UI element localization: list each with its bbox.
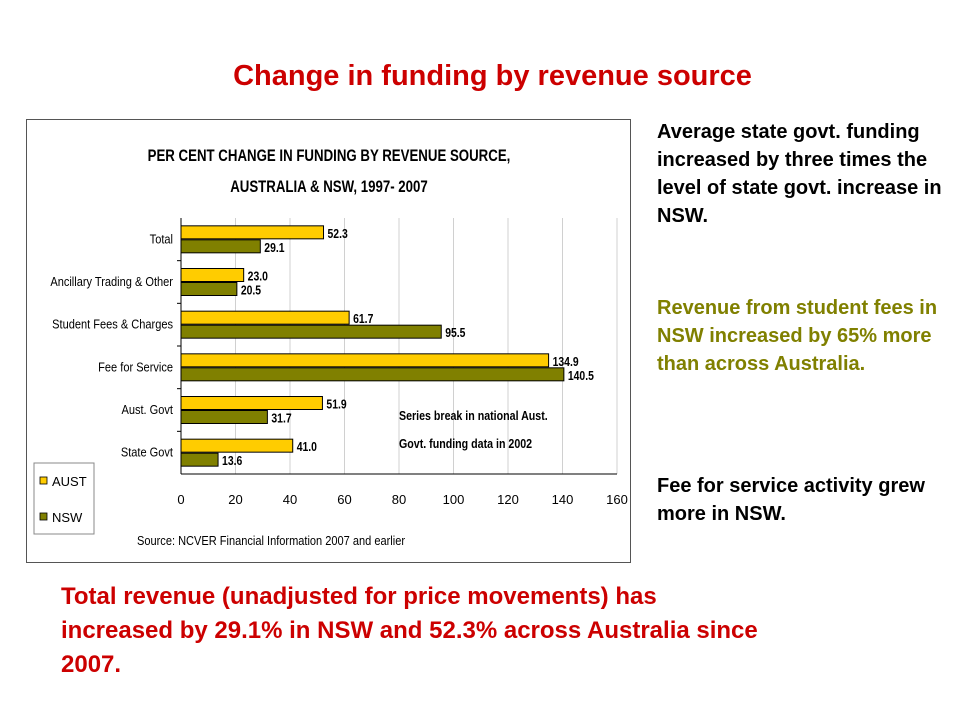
bar-nsw bbox=[180, 282, 238, 296]
summary-text: Total revenue (unadjusted for price move… bbox=[61, 583, 758, 678]
data-label-aust: 23.0 bbox=[248, 269, 269, 283]
data-label-aust: 61.7 bbox=[353, 312, 374, 326]
y-category-label: Ancillary Trading & Other bbox=[50, 274, 173, 289]
x-tick-label: 100 bbox=[443, 492, 465, 507]
chart-annotation-line-1: Series break in national Aust. bbox=[399, 408, 548, 423]
note-student-fees: Revenue from student fees in NSW increas… bbox=[657, 297, 938, 375]
data-label-nsw: 95.5 bbox=[445, 326, 466, 340]
chart-source: Source: NCVER Financial Information 2007… bbox=[137, 533, 405, 548]
chart-subtitle: AUSTRALIA & NSW, 1997- 2007 bbox=[230, 178, 428, 197]
chart-legend: AUST NSW bbox=[33, 462, 95, 535]
legend-label-nsw: NSW bbox=[52, 510, 83, 525]
x-tick-label: 160 bbox=[606, 492, 628, 507]
y-category-label: Total bbox=[150, 231, 173, 246]
bar-chart: PER CENT CHANGE IN FUNDING BY REVENUE SO… bbox=[33, 147, 628, 548]
chart-container: PER CENT CHANGE IN FUNDING BY REVENUE SO… bbox=[26, 119, 631, 563]
bar-aust bbox=[180, 438, 294, 453]
bar-nsw bbox=[180, 452, 219, 467]
y-category-label: State Govt bbox=[121, 445, 174, 460]
bar-nsw bbox=[180, 367, 565, 382]
note-state-govt-funding: Average state govt. funding increased by… bbox=[657, 121, 942, 227]
data-label-aust: 41.0 bbox=[297, 440, 318, 454]
legend-label-aust: AUST bbox=[52, 474, 87, 489]
bar-aust bbox=[180, 310, 350, 325]
bar-aust bbox=[180, 268, 245, 282]
x-tick-label: 20 bbox=[228, 492, 242, 507]
data-label-nsw: 13.6 bbox=[222, 454, 243, 468]
data-label-nsw: 20.5 bbox=[241, 283, 262, 297]
data-label-nsw: 140.5 bbox=[568, 369, 594, 383]
bar-nsw bbox=[180, 239, 261, 254]
bar-aust bbox=[180, 225, 325, 240]
legend-swatch-aust bbox=[39, 476, 48, 485]
legend-swatch-nsw bbox=[39, 512, 48, 521]
y-category-label: Aust. Govt bbox=[121, 402, 173, 417]
x-tick-label: 80 bbox=[392, 492, 406, 507]
x-tick-label: 60 bbox=[337, 492, 351, 507]
x-tick-label: 0 bbox=[177, 492, 184, 507]
note-fee-for-service: Fee for service activity grew more in NS… bbox=[657, 475, 925, 525]
y-category-label: Fee for Service bbox=[98, 359, 173, 374]
data-label-aust: 134.9 bbox=[553, 355, 579, 369]
data-label-nsw: 31.7 bbox=[271, 411, 292, 425]
y-category-label: Student Fees & Charges bbox=[52, 317, 173, 332]
data-label-aust: 51.9 bbox=[326, 397, 347, 411]
chart-annotation-line-2: Govt. funding data in 2002 bbox=[399, 436, 532, 451]
bar-nsw bbox=[180, 324, 442, 339]
bar-nsw bbox=[180, 410, 268, 424]
data-label-aust: 52.3 bbox=[328, 227, 349, 241]
chart-title: PER CENT CHANGE IN FUNDING BY REVENUE SO… bbox=[148, 147, 511, 166]
legend-frame bbox=[33, 462, 95, 535]
x-tick-label: 140 bbox=[552, 492, 574, 507]
x-tick-label: 40 bbox=[283, 492, 297, 507]
x-tick-label: 120 bbox=[497, 492, 519, 507]
data-label-nsw: 29.1 bbox=[264, 241, 285, 255]
bar-aust bbox=[180, 396, 323, 410]
bar-aust bbox=[180, 353, 550, 368]
slide-title: Change in funding by revenue source bbox=[233, 60, 752, 92]
